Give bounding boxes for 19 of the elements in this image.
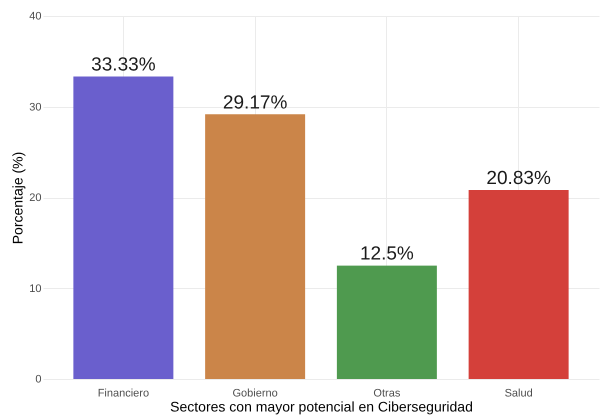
y-tick-label: 30	[29, 101, 42, 114]
data-label: 12.5%	[360, 244, 414, 265]
data-label: 29.17%	[222, 92, 288, 114]
x-tick-label: Financiero	[98, 388, 150, 400]
x-tick-label: Gobierno	[232, 388, 278, 400]
y-tick-label: 20	[29, 192, 42, 204]
y-tick-label: 40	[29, 10, 42, 22]
data-label: 33.33%	[91, 54, 156, 76]
bar	[468, 190, 569, 379]
bar	[205, 114, 306, 379]
data-label: 20.83%	[486, 168, 551, 189]
x-tick-label: Salud	[504, 388, 533, 400]
y-axis-title: Porcentaje (%)	[9, 152, 26, 244]
x-axis-title: Sectores con mayor potencial en Ciberseguridad	[170, 398, 473, 414]
x-tick-label: Otras	[373, 388, 401, 400]
y-tick-label: 0	[35, 374, 42, 386]
bar	[336, 266, 437, 379]
bar	[73, 76, 174, 379]
y-tick-label: 10	[29, 282, 42, 295]
